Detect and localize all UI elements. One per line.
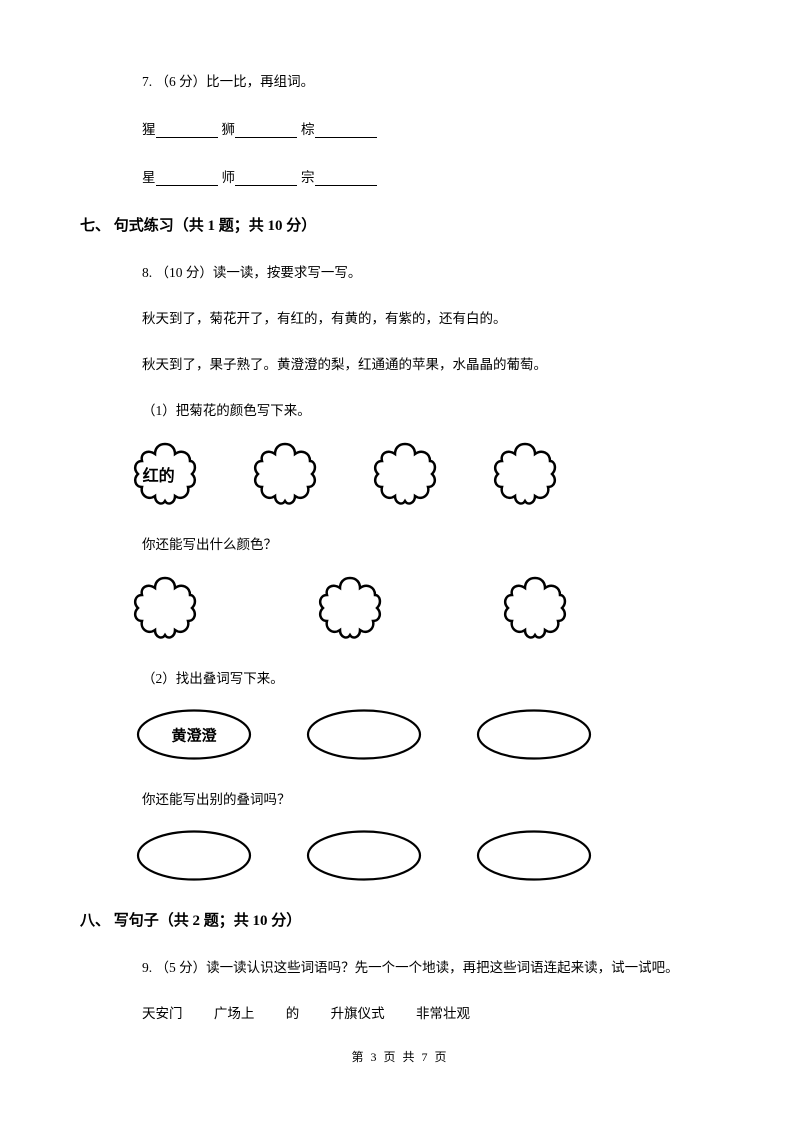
oval-icon <box>474 707 594 762</box>
oval-shape <box>474 707 594 762</box>
flower-shape: 红的 <box>130 439 200 509</box>
oval-shape <box>304 828 424 883</box>
q7-r2-c3: 宗 <box>301 166 315 186</box>
oval-shape: 黄澄澄 <box>134 707 254 762</box>
q8-sub2: （2）找出叠词写下来。 <box>142 667 740 687</box>
q7-r1-c3: 棕 <box>301 118 315 138</box>
q7-row1: 猩 狮 棕 <box>142 118 740 138</box>
q7-r2-c2: 师 <box>222 166 236 186</box>
oval-icon <box>304 707 424 762</box>
flower-row-2 <box>130 573 740 643</box>
q7-row2: 星 师 宗 <box>142 166 740 186</box>
q8-line2: 秋天到了，果子熟了。黄澄澄的梨，红通通的苹果，水晶晶的葡萄。 <box>142 353 740 373</box>
flower-icon <box>370 439 440 509</box>
blank <box>156 171 218 186</box>
flower-icon <box>250 439 320 509</box>
oval-icon <box>304 828 424 883</box>
q8-line1: 秋天到了，菊花开了，有红的，有黄的，有紫的，还有白的。 <box>142 307 740 327</box>
blank <box>315 171 377 186</box>
q9-w4: 升旗仪式 <box>331 1006 385 1021</box>
q8-more-color: 你还能写出什么颜色？ <box>142 533 740 553</box>
flower-shape <box>250 439 320 509</box>
oval-shape <box>304 707 424 762</box>
q8-prompt: 8. （10 分）读一读，按要求写一写。 <box>142 261 740 281</box>
q7-prompt: 7. （6 分）比一比，再组词。 <box>142 70 740 90</box>
page-footer: 第 3 页 共 7 页 <box>60 1048 740 1065</box>
blank <box>235 171 297 186</box>
oval-shape <box>134 828 254 883</box>
q9-w1: 天安门 <box>142 1006 183 1021</box>
flower-label: 红的 <box>143 462 175 486</box>
blank <box>235 123 297 138</box>
q8-sub1: （1）把菊花的颜色写下来。 <box>142 399 740 419</box>
oval-icon <box>474 828 594 883</box>
q9-prompt: 9. （5 分）读一读认识这些词语吗？先一个一个地读，再把这些词语连起来读，试一… <box>142 956 740 976</box>
q9-w3: 的 <box>286 1006 300 1021</box>
flower-icon <box>315 573 385 643</box>
flower-row-1: 红的 <box>130 439 740 509</box>
oval-row-1: 黄澄澄 <box>134 707 740 762</box>
flower-shape <box>370 439 440 509</box>
flower-shape <box>500 573 570 643</box>
q8-more-redup: 你还能写出别的叠词吗？ <box>142 788 740 808</box>
section7-header: 七、 句式练习（共 1 题；共 10 分） <box>80 214 740 235</box>
q7-r1-c2: 狮 <box>222 118 236 138</box>
flower-icon <box>490 439 560 509</box>
flower-shape <box>315 573 385 643</box>
document-page: 7. （6 分）比一比，再组词。 猩 狮 棕 星 师 宗 七、 句式练习（共 1… <box>0 0 800 1095</box>
q9-words: 天安门 广场上 的 升旗仪式 非常壮观 <box>142 1002 740 1022</box>
flower-shape <box>130 573 200 643</box>
oval-icon <box>134 828 254 883</box>
oval-shape <box>474 828 594 883</box>
flower-shape <box>490 439 560 509</box>
q9-w2: 广场上 <box>214 1006 255 1021</box>
blank <box>156 123 218 138</box>
q7-r2-c1: 星 <box>142 166 156 186</box>
blank <box>315 123 377 138</box>
oval-row-2 <box>134 828 740 883</box>
q9-w5: 非常壮观 <box>416 1006 470 1021</box>
flower-icon <box>130 573 200 643</box>
flower-icon <box>500 573 570 643</box>
oval-label: 黄澄澄 <box>171 724 216 745</box>
section8-header: 八、 写句子（共 2 题；共 10 分） <box>80 909 740 930</box>
q7-r1-c1: 猩 <box>142 118 156 138</box>
